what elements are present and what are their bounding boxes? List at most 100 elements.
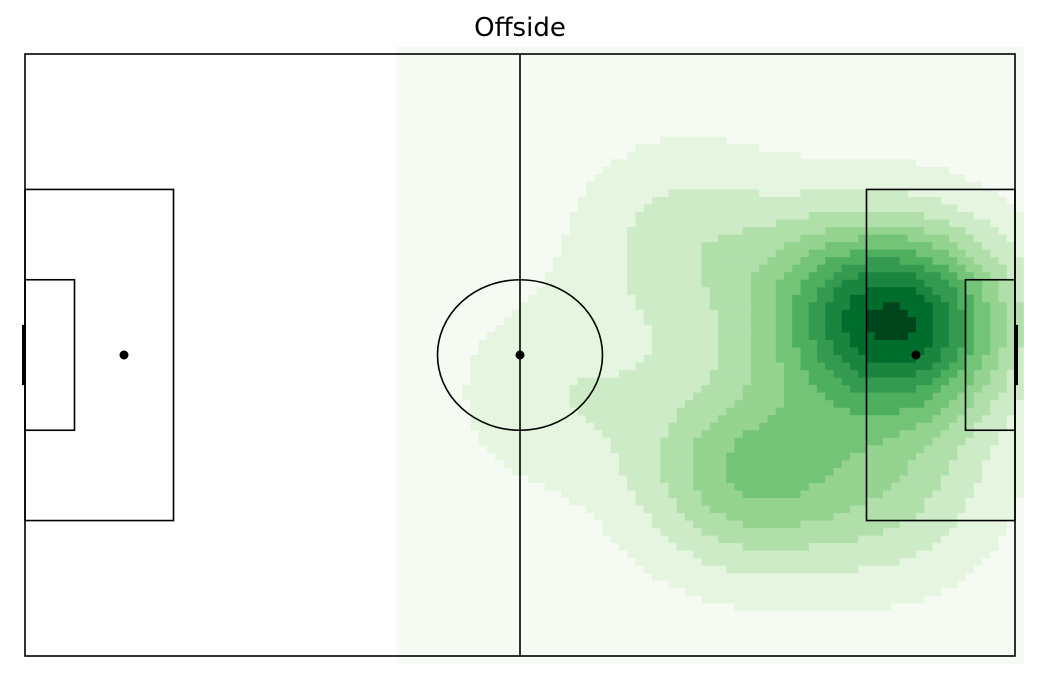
heatmap-cell [520,573,529,582]
heatmap-cell [602,174,612,183]
heatmap-cell [742,106,752,115]
heatmap-cell [445,648,455,657]
heatmap-cell [412,633,422,642]
heatmap-cell [487,497,496,507]
heatmap-cell [627,610,637,619]
heatmap-cell [718,565,727,574]
heatmap-cell [734,196,744,206]
heatmap-cell [800,656,810,665]
heatmap-cell [668,445,678,454]
heatmap-cell [759,91,769,100]
heatmap-cell [734,46,744,55]
heatmap-cell [421,633,430,642]
heatmap-cell [511,174,521,183]
heatmap-cell [866,339,876,349]
heatmap-cell [660,106,670,115]
heatmap-cell [520,174,529,183]
heatmap-cell [751,558,760,567]
heatmap-cell [759,181,769,191]
heatmap-cell [742,302,752,311]
heatmap-cell [850,151,859,160]
heatmap-cell [454,362,463,371]
heatmap-cell [445,279,455,288]
heatmap-cell [883,279,892,288]
heatmap-cell [602,595,612,604]
heatmap-cell [668,309,678,318]
heatmap-cell [734,385,744,394]
heatmap-cell [421,640,430,650]
heatmap-cell [668,505,678,514]
heatmap-cell [775,407,785,416]
heatmap-cell [421,159,430,168]
heatmap-cell [841,377,851,386]
heatmap-cell [412,370,422,379]
heatmap-cell [553,129,562,138]
heatmap-cell [800,580,810,589]
heatmap-cell [808,490,818,499]
heatmap-cell [883,69,892,78]
heatmap-cell [396,114,406,123]
heatmap-cell [396,279,406,288]
heatmap-cell [800,415,810,424]
heatmap-cell [627,136,637,145]
heatmap-cell [676,151,686,160]
heatmap-cell [883,625,892,635]
heatmap-cell [503,144,513,153]
heatmap-cell [619,588,628,597]
heatmap-cell [511,603,521,612]
heatmap-cell [495,196,505,206]
heatmap-cell [478,422,488,431]
heatmap-cell [594,279,604,288]
heatmap-cell [825,264,835,273]
heatmap-cell [553,648,562,657]
heatmap-cell [709,415,719,424]
heatmap-cell [734,603,744,612]
heatmap-cell [528,633,538,642]
heatmap-cell [792,227,802,236]
heatmap-cell [437,61,447,70]
heatmap-cell [759,227,769,236]
heatmap-cell [874,242,884,251]
heatmap-cell [784,370,793,379]
heatmap-cell [775,151,785,160]
heatmap-cell [833,196,843,206]
heatmap-cell [396,332,406,341]
heatmap-cell [478,196,488,206]
heatmap-cell [685,505,694,514]
heatmap-cell [511,407,521,416]
heatmap-cell [404,370,414,379]
heatmap-cell [676,287,686,296]
heatmap-cell [478,550,488,559]
heatmap-cell [437,317,447,326]
heatmap-cell [734,490,744,499]
heatmap-cell [437,520,447,529]
heatmap-cell [726,392,736,401]
heatmap-cell [718,257,727,266]
heatmap-cell [767,347,777,356]
heatmap-cell [660,520,670,529]
heatmap-cell [602,249,612,258]
heatmap-cell [520,422,529,431]
heatmap-cell [734,355,744,364]
heatmap-cell [396,347,406,356]
heatmap-cell [668,513,678,522]
heatmap-cell [569,54,579,63]
heatmap-cell [619,475,628,484]
heatmap-cell [685,633,694,642]
heatmap-cell [726,588,736,597]
heatmap-cell [767,437,777,446]
heatmap-cell [841,355,851,364]
heatmap-cell [643,430,653,439]
heatmap-cell [412,656,422,665]
heatmap-cell [808,625,818,635]
heatmap-cell [685,242,694,251]
heatmap-cell [528,452,538,461]
heatmap-cell [817,166,826,175]
heatmap-cell [404,189,414,198]
heatmap-cell [429,302,439,311]
heatmap-cell [478,437,488,446]
heatmap-cell [643,482,653,492]
heatmap-cell [726,625,736,635]
heatmap-cell [676,588,686,597]
heatmap-cell [850,84,859,93]
